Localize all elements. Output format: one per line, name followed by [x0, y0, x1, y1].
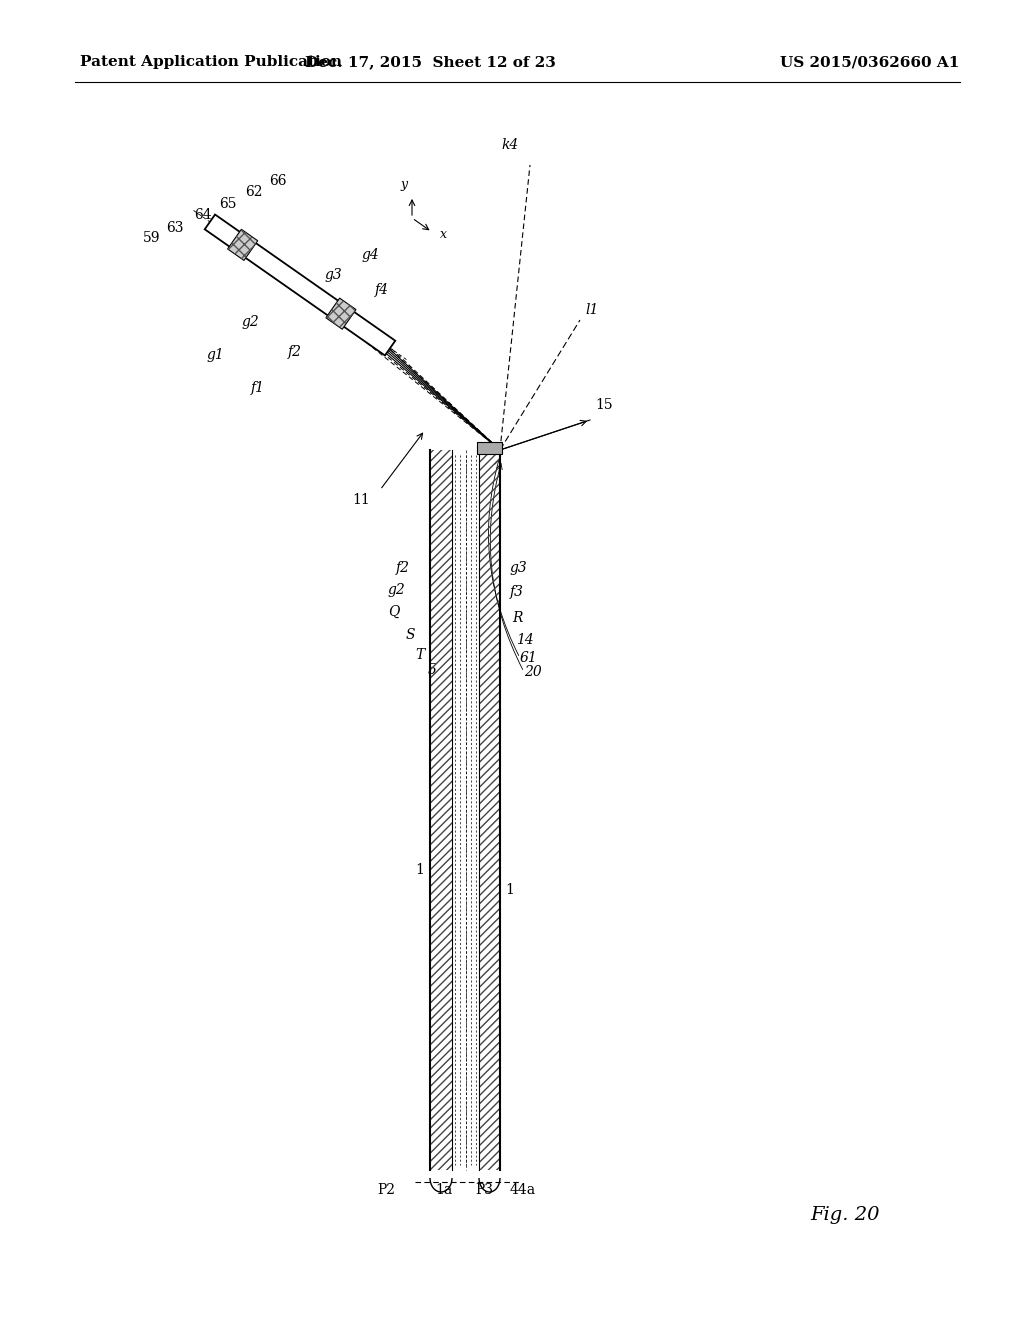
Text: 62: 62: [246, 185, 263, 199]
Text: f3: f3: [338, 308, 352, 322]
Text: g3: g3: [325, 268, 342, 282]
Text: 11: 11: [352, 492, 370, 507]
Text: 1a: 1a: [435, 1183, 453, 1197]
Text: 15: 15: [595, 399, 612, 412]
Text: 20: 20: [524, 665, 542, 678]
Text: 63: 63: [166, 220, 183, 235]
Text: k4: k4: [502, 139, 518, 152]
Text: g3: g3: [510, 561, 527, 576]
Bar: [479, 450, 500, 1170]
Text: g2: g2: [387, 583, 406, 597]
Text: x: x: [440, 227, 447, 240]
Text: Fig. 20: Fig. 20: [810, 1206, 880, 1224]
Text: 14: 14: [516, 634, 534, 647]
Text: y: y: [400, 178, 408, 191]
Text: P3: P3: [475, 1183, 493, 1197]
Bar: [477, 442, 502, 454]
Text: g2: g2: [241, 315, 259, 329]
Text: f4: f4: [375, 282, 389, 297]
Text: US 2015/0362660 A1: US 2015/0362660 A1: [780, 55, 959, 69]
Text: g4: g4: [361, 248, 379, 261]
Text: 65: 65: [219, 197, 237, 211]
Text: 59: 59: [143, 231, 161, 246]
Text: S: S: [406, 628, 415, 642]
Text: 1: 1: [506, 883, 514, 898]
Bar: [430, 450, 452, 1170]
Text: 61: 61: [520, 651, 538, 665]
Text: g1: g1: [206, 348, 224, 362]
Text: P2: P2: [377, 1183, 395, 1197]
Polygon shape: [326, 298, 356, 329]
Text: T: T: [416, 648, 425, 663]
Polygon shape: [227, 230, 258, 260]
Text: Q: Q: [389, 605, 400, 619]
Text: f2: f2: [288, 345, 302, 359]
Text: R: R: [512, 611, 522, 624]
Text: Dec. 17, 2015  Sheet 12 of 23: Dec. 17, 2015 Sheet 12 of 23: [304, 55, 555, 69]
Text: Patent Application Publication: Patent Application Publication: [80, 55, 342, 69]
Text: l1: l1: [585, 304, 598, 317]
Text: 66: 66: [269, 174, 287, 187]
Polygon shape: [205, 215, 395, 355]
Text: f2: f2: [396, 561, 410, 576]
Text: f3: f3: [510, 585, 524, 599]
Text: f1: f1: [251, 381, 265, 395]
Text: 64: 64: [195, 209, 212, 222]
Text: 1: 1: [416, 863, 424, 876]
Text: 44a: 44a: [510, 1183, 537, 1197]
Text: 5: 5: [428, 663, 437, 677]
